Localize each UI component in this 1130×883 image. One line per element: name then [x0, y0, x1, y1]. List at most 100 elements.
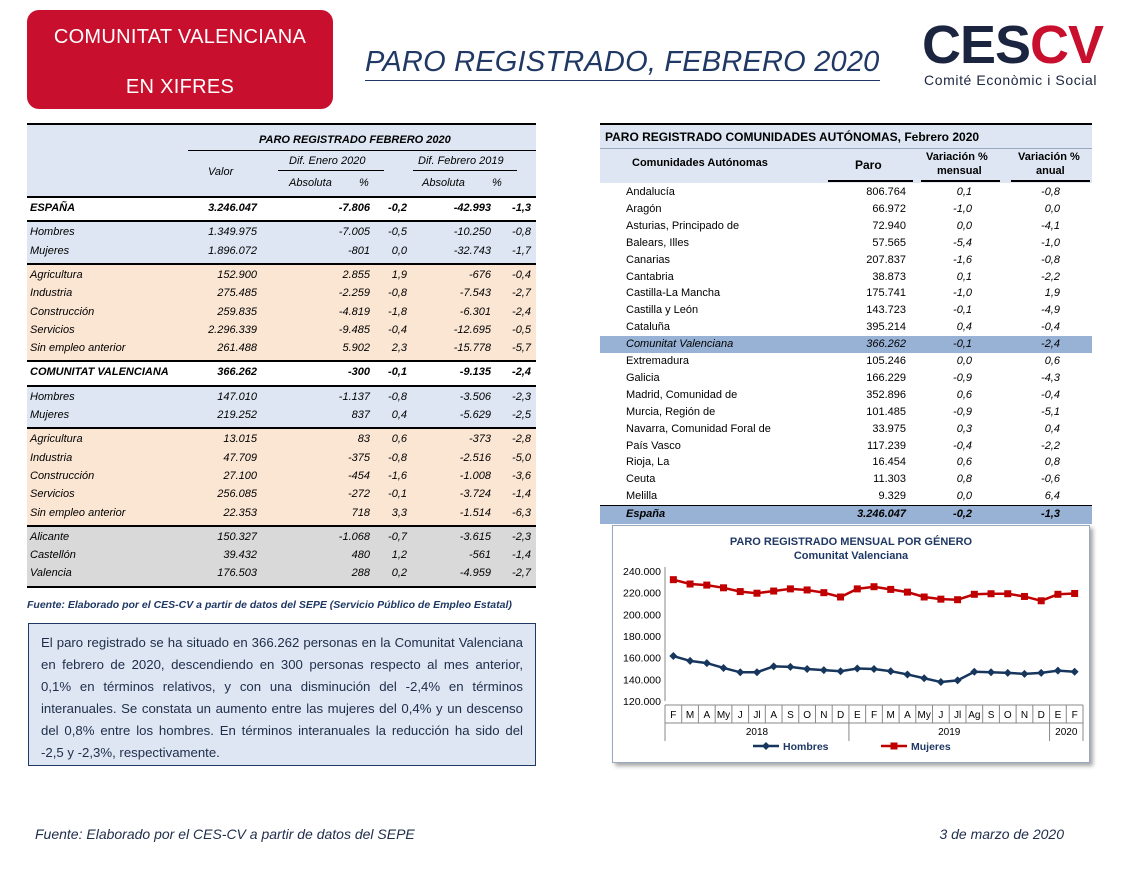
- x-tick-label: F: [871, 710, 877, 721]
- x-tick-label: N: [1021, 710, 1028, 721]
- table-row: Construcción 259.835 -4.819 -1,8 -6.301 -2,4: [27, 303, 536, 321]
- cell-paro: 101.485: [866, 405, 906, 418]
- cell-p1: -0,1: [388, 488, 407, 501]
- data-point: [1071, 589, 1079, 597]
- logo-mark-cv: CV: [1030, 15, 1104, 75]
- cell-p1: -0,5: [388, 226, 407, 239]
- cell-a1: -375: [347, 451, 370, 464]
- cell-paro: 166.229: [866, 371, 906, 384]
- ccaa-row: Madrid, Comunidad de 352.896 0,6 -0,4: [600, 387, 1092, 404]
- cell-anual: -4,3: [1041, 371, 1060, 384]
- cell-paro: 143.723: [866, 304, 906, 317]
- table-row: Servicios 256.085 -272 -0,1 -3.724 -1,4: [27, 485, 536, 503]
- data-point: [1020, 592, 1028, 600]
- cell-p2: -3,6: [512, 469, 531, 482]
- x-tick-label: D: [1038, 710, 1045, 721]
- cell-p2: -5,0: [512, 451, 531, 464]
- legend-marker: [890, 742, 898, 750]
- cell-mensual: -5,4: [953, 236, 972, 249]
- series-line-mujeres: [673, 578, 1075, 603]
- cell-a2: -5.629: [459, 409, 491, 421]
- cell-p1: -0,8: [388, 390, 407, 403]
- cell-p1: 2,3: [391, 342, 407, 355]
- x-tick-label: O: [803, 710, 811, 721]
- data-point: [669, 652, 678, 661]
- cell-a1: -1.068: [338, 530, 370, 543]
- x-tick-label: S: [988, 710, 995, 721]
- cell-p2: -2,3: [512, 530, 531, 543]
- cell-mensual: 0,0: [956, 219, 972, 232]
- table-row: Industria 275.485 -2.259 -0,8 -7.543 -2,7: [27, 284, 536, 302]
- table-row: COMUNITAT VALENCIANA 366.262 -300 -0,1 -9.13…: [27, 363, 536, 381]
- x-tick-label: S: [787, 710, 794, 721]
- cell-label: Agricultura: [30, 433, 83, 446]
- cell-name: Ceuta: [626, 473, 656, 486]
- x-tick-label: A: [770, 710, 777, 721]
- cell-name: Murcia, Región de: [626, 405, 716, 418]
- cell-paro: 72.940: [872, 219, 906, 232]
- table-top-rule: [27, 123, 536, 125]
- cell-mensual: 0,6: [956, 388, 972, 401]
- header-dif-enero: Dif. Enero 2020: [289, 155, 366, 167]
- header-valor: Valor: [208, 166, 234, 178]
- data-point: [786, 585, 794, 593]
- ccaa-row: País Vasco 117.239 -0,4 -2,2: [600, 438, 1092, 455]
- cell-a1: -1.137: [338, 390, 370, 403]
- table-section: [27, 524, 536, 586]
- cell-a2: -676: [468, 268, 491, 281]
- cell-anual: -5,1: [1041, 405, 1060, 418]
- table-row: Sin empleo anterior 22.353 718 3,3 -1.514 -6,…: [27, 504, 536, 522]
- cell-paro: 16.454: [872, 456, 906, 469]
- cell-anual: -1,3: [1041, 508, 1060, 521]
- x-tick-label: M: [887, 710, 895, 721]
- cell-name: Castilla y León: [626, 304, 699, 317]
- cell-anual: -0,4: [1041, 321, 1060, 334]
- cell-a2: -3.615: [459, 530, 491, 543]
- cell-a2: -32.743: [453, 244, 491, 257]
- header-ccaa: Comunidades Autónomas: [632, 157, 768, 169]
- cell-valor: 259.835: [217, 305, 257, 318]
- table-row: Mujeres 1.896.072 -801 0,0 -32.743 -1,7: [27, 242, 536, 260]
- cell-name: Melilla: [626, 490, 658, 503]
- cell-name: Rioja, La: [626, 456, 670, 469]
- banner-line-1: COMUNITAT VALENCIANA: [53, 26, 307, 48]
- header-absoluta-2: Absoluta: [422, 177, 465, 189]
- x-tick-label: F: [670, 710, 676, 721]
- region-banner: COMUNITAT VALENCIANA EN XIFRES: [27, 10, 333, 109]
- data-point: [1003, 668, 1012, 677]
- cell-mensual: -0,1: [953, 338, 972, 351]
- year-label: 2018: [746, 727, 769, 738]
- x-tick-label: My: [917, 710, 930, 721]
- data-point: [736, 668, 745, 677]
- page-title: PARO REGISTRADO, FEBRERO 2020: [365, 45, 880, 81]
- table-section: [27, 196, 536, 221]
- cell-anual: 0,4: [1044, 422, 1060, 435]
- ccaa-row: Cantabria 38.873 0,1 -2,2: [600, 269, 1092, 286]
- cell-anual: 0,8: [1044, 456, 1060, 469]
- data-point: [887, 585, 895, 593]
- cell-a1: 5.902: [342, 342, 370, 355]
- y-tick-label: 220.000: [623, 588, 661, 600]
- cell-label: Alicante: [30, 530, 70, 543]
- ccaa-row: Galicia 166.229 -0,9 -4,3: [600, 370, 1092, 387]
- data-point: [870, 583, 878, 591]
- cell-p2: -2,7: [512, 567, 531, 580]
- cell-valor: 3.246.047: [208, 202, 257, 214]
- data-point: [769, 662, 778, 671]
- cell-p2: -6,3: [512, 506, 531, 519]
- cell-a1: -9.485: [338, 323, 370, 336]
- cell-p1: 0,2: [391, 567, 407, 580]
- cell-p1: -0,1: [388, 366, 407, 379]
- cell-p1: -0,2: [388, 202, 407, 214]
- cell-label: Mujeres: [30, 409, 70, 421]
- cell-a2: -10.250: [453, 226, 491, 239]
- ccaa-row: Cataluña 395.214 0,4 -0,4: [600, 319, 1092, 336]
- cell-name: Andalucía: [626, 186, 675, 198]
- summary-text: El paro registrado se ha situado en 366.…: [28, 623, 536, 766]
- cell-a2: -1.008: [459, 469, 491, 482]
- cell-a1: 480: [351, 549, 370, 562]
- cell-p1: 0,4: [391, 409, 407, 421]
- cell-mensual: 0,0: [956, 490, 972, 503]
- cell-valor: 256.085: [217, 488, 257, 501]
- cell-valor: 261.488: [217, 342, 257, 355]
